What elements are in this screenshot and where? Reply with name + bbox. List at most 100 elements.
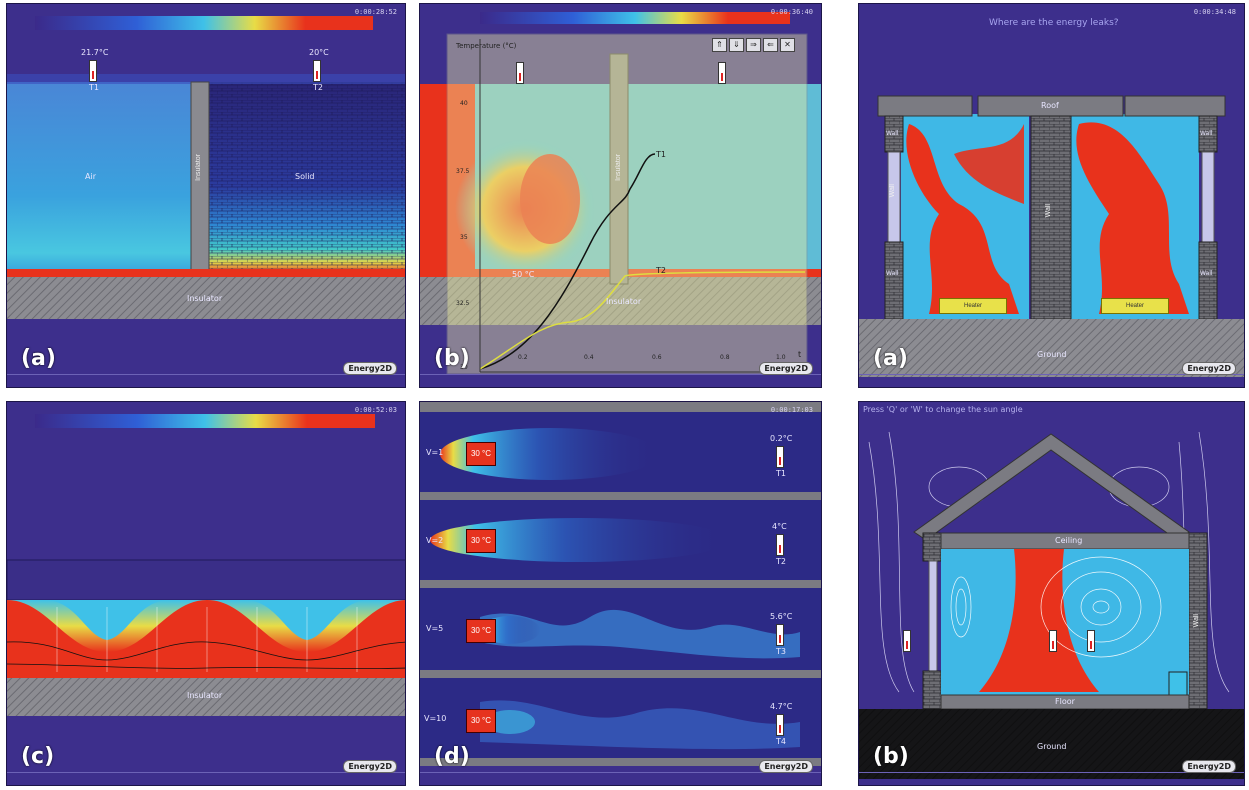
insulator-floor: [7, 277, 405, 319]
channel-1: [420, 412, 821, 492]
panel-caption: (d): [434, 744, 470, 769]
simulation-panel-4: 0:00:52:03 Insulator (c) Energy2D: [6, 401, 406, 786]
roof-right: [1124, 95, 1226, 117]
ruler: [859, 374, 1244, 387]
ceiling-label: Ceiling: [1055, 536, 1083, 545]
xtick: 0.4: [584, 354, 594, 361]
t1-curve-label: T1: [656, 150, 666, 159]
insulator-h-label: Insulator: [187, 294, 223, 303]
xtick: 0.6: [652, 354, 662, 361]
thermometer-t2[interactable]: [718, 62, 726, 84]
heat-source-2[interactable]: 30 °C: [466, 529, 496, 553]
sensor-temp: 0.2°C: [770, 434, 793, 443]
ruler: [420, 374, 821, 387]
sensor-temp: 5.6°C: [770, 612, 793, 621]
ruler: [859, 772, 1244, 785]
graph-tool-right-icon[interactable]: ⇒: [746, 38, 761, 52]
air-label: Air: [85, 172, 96, 181]
graph-tool-left-icon[interactable]: ⇐: [763, 38, 778, 52]
center-wall: [1030, 115, 1072, 320]
energy2d-logo: Energy2D: [1182, 362, 1236, 375]
ruler: [7, 374, 405, 387]
thermometer-middle[interactable]: [1049, 630, 1057, 652]
panel-caption: (c): [21, 744, 55, 769]
xtick: 1.0: [776, 354, 786, 361]
thermometer-right[interactable]: [1087, 630, 1095, 652]
panel-3-canvas: [859, 95, 1244, 377]
graph-close-icon[interactable]: ✕: [780, 38, 795, 52]
color-bar: [35, 16, 373, 30]
graph-tool-up-icon[interactable]: ⇑: [712, 38, 727, 52]
ytick: 40: [460, 100, 468, 107]
roof: [913, 433, 1190, 541]
insulator-v-label: Insulator: [195, 154, 202, 181]
graph-tool-down-icon[interactable]: ⇓: [729, 38, 744, 52]
timer: 0:00:52:03: [354, 406, 397, 414]
wall-label: Wall: [1200, 130, 1213, 137]
graph-title: Temperature (°C): [456, 42, 517, 50]
t1-curve: [479, 153, 656, 370]
panel-caption: (a): [873, 346, 908, 371]
panel-6-canvas: [859, 431, 1244, 779]
thermometer-t2[interactable]: [313, 60, 321, 82]
graph-overlay[interactable]: [446, 33, 808, 375]
thermometer-t4[interactable]: [776, 714, 784, 736]
wall-label: Wall: [1193, 614, 1200, 628]
velocity-label: V=1: [426, 448, 444, 457]
energy2d-logo: Energy2D: [343, 760, 397, 773]
energy2d-logo: Energy2D: [1182, 760, 1236, 773]
insulator-v-label: Insulator: [615, 154, 622, 181]
heater-left[interactable]: Heater: [939, 298, 1007, 314]
ground-label: Ground: [1037, 742, 1067, 751]
solid-label: Solid: [295, 172, 315, 181]
temp-label: 50 °C: [512, 270, 535, 279]
thermometer-t2[interactable]: [776, 534, 784, 556]
sensor-temp: 4°C: [772, 522, 787, 531]
timer: 0:00:34:48: [1193, 8, 1236, 16]
timer: 0:00:36:40: [770, 8, 813, 16]
ytick: 37.5: [456, 168, 470, 175]
panel-4-canvas: [7, 414, 405, 716]
panel-1-canvas: [7, 16, 405, 319]
timer: 0:00:17:03: [770, 406, 813, 414]
ytick: 32.5: [456, 300, 470, 307]
t2-name: T2: [313, 83, 323, 92]
ground: [859, 319, 1244, 377]
heat-source-strip: [7, 269, 405, 277]
energy2d-logo: Energy2D: [759, 760, 813, 773]
thermometer-t1[interactable]: [516, 62, 524, 84]
velocity-label: V=10: [424, 714, 447, 723]
panel-caption: (a): [21, 346, 56, 371]
heater-right[interactable]: Heater: [1101, 298, 1169, 314]
sensor-name: T1: [776, 469, 786, 478]
thermometer-t3[interactable]: [776, 624, 784, 646]
thermometer-left[interactable]: [903, 630, 911, 652]
velocity-label: V=2: [426, 536, 444, 545]
ruler: [420, 772, 821, 785]
panel-5-canvas: [420, 402, 821, 766]
panel-caption: (b): [434, 346, 470, 371]
xtick: 0.8: [720, 354, 730, 361]
insulator-label: Insulator: [187, 691, 223, 700]
sensor-temp: 4.7°C: [770, 702, 793, 711]
t2-curve-label: T2: [656, 266, 666, 275]
ytick: 30: [460, 364, 468, 371]
wall-label: Wall: [1200, 270, 1213, 277]
thermometer-t1[interactable]: [776, 446, 784, 468]
t2-curve: [479, 271, 806, 370]
panel-2-canvas: [420, 12, 821, 375]
thermometer-t1[interactable]: [89, 60, 97, 82]
hint-text: Press 'Q' or 'W' to change the sun angle: [863, 405, 1023, 414]
roof-left: [877, 95, 973, 117]
energy2d-logo: Energy2D: [759, 362, 813, 375]
wall-label: Wall: [889, 184, 896, 198]
heat-source-1[interactable]: 30 °C: [466, 442, 496, 466]
heat-source-3[interactable]: 30 °C: [466, 619, 496, 643]
simulation-panel-5: 0:00:17:03 V=1 30 °C 0.2°C T1 V=2 30 °C …: [419, 401, 822, 786]
wall-label: Wall: [1045, 204, 1052, 218]
heat-source-4[interactable]: 30 °C: [466, 709, 496, 733]
insulator-h-label: Insulator: [606, 297, 642, 306]
air-region: [7, 82, 197, 272]
xtick: 0.2: [518, 354, 528, 361]
roof-label: Roof: [1041, 101, 1059, 110]
